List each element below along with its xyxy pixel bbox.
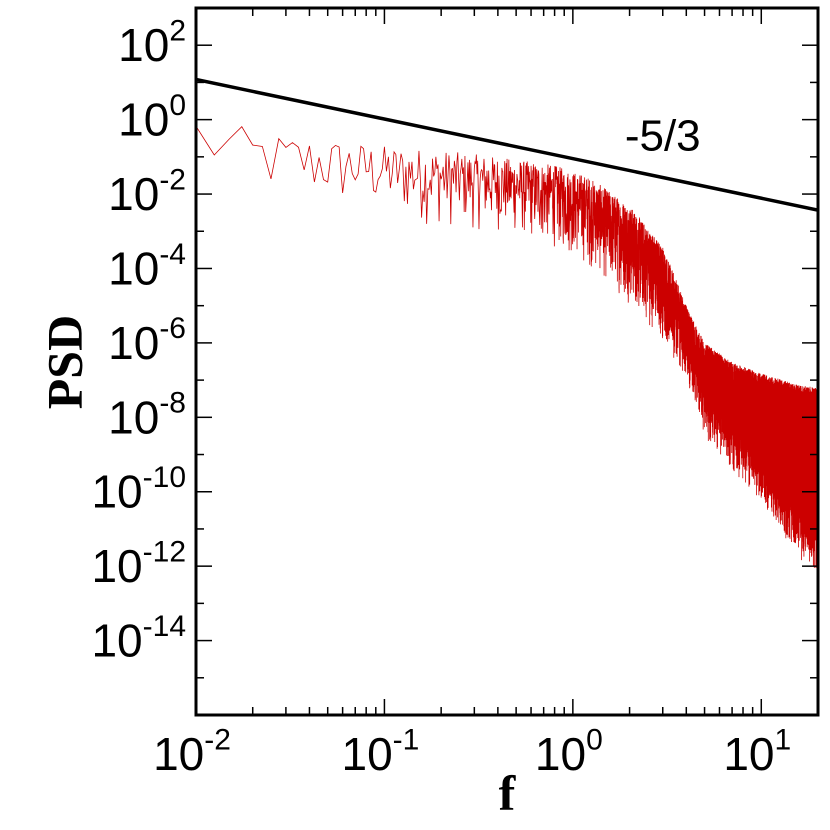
y-tick-label: 10-8 — [108, 387, 186, 444]
x-tick-label: 101 — [723, 723, 791, 780]
y-tick-label: 10-14 — [91, 610, 186, 667]
ticks-layer — [195, 7, 819, 716]
slope-reference-line — [196, 77, 818, 212]
plot-frame — [194, 6, 820, 717]
y-axis-label: PSD — [36, 315, 92, 409]
y-tick-label: 10-10 — [91, 461, 186, 518]
psd-series-line — [196, 125, 818, 569]
y-tick-label: 102 — [118, 15, 186, 72]
x-tick-label: 10-1 — [341, 723, 419, 780]
x-axis-label: f — [499, 765, 517, 821]
slope-annotation: -5/3 — [625, 111, 701, 160]
y-tick-label: 10-4 — [108, 238, 186, 295]
x-tick-label: 100 — [535, 723, 603, 780]
y-tick-label: 100 — [118, 89, 186, 146]
labels-layer: 10-2 10-1 100 101 102 100 10-2 10-4 10-6 10-8 10-1… — [91, 15, 791, 780]
y-tick-label: 10-2 — [108, 163, 186, 220]
data-layer — [196, 77, 818, 569]
y-tick-label: 10-12 — [91, 535, 186, 592]
y-tick-label: 10-6 — [108, 312, 186, 369]
x-tick-label: 10-2 — [153, 723, 231, 780]
